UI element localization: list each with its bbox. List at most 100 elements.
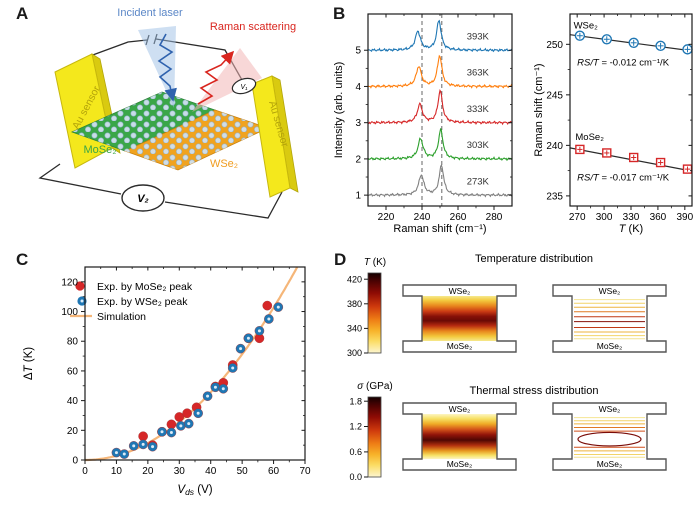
plot-frame bbox=[84, 266, 306, 461]
x-tick-label: 240 bbox=[414, 212, 431, 223]
y-axis-label: Intensity (arb. units) bbox=[333, 62, 345, 159]
colorbar-tick-label: 420 bbox=[347, 274, 362, 284]
au-sensor-right bbox=[251, 75, 291, 198]
x-tick-label: 390 bbox=[676, 212, 693, 223]
data-point-mose2 bbox=[262, 300, 273, 311]
y-tick-label: 1 bbox=[355, 191, 361, 202]
data-point-wse2 bbox=[218, 383, 229, 394]
data-point-WSe₂ bbox=[628, 37, 639, 48]
device-schematic: V₁ V₂ Incident laser Raman scattering Au… bbox=[38, 7, 299, 219]
spectrum-temperature-label: 333K bbox=[467, 104, 490, 115]
region-bottom-label: MoSe₂ bbox=[447, 459, 473, 469]
colorbar-tick-label: 0.6 bbox=[349, 447, 362, 457]
y-tick-label: 20 bbox=[67, 426, 79, 437]
data-point-wse2 bbox=[193, 408, 203, 419]
data-point-MoSe₂ bbox=[682, 164, 693, 174]
data-point-MoSe₂ bbox=[628, 152, 639, 163]
x-tick-label: 260 bbox=[450, 212, 467, 223]
panel-a-label: A bbox=[16, 4, 29, 23]
legend-label: Exp. by MoSe₂ peak bbox=[97, 281, 193, 293]
data-point-MoSe₂ bbox=[655, 157, 666, 168]
region-top-label: WSe₂ bbox=[599, 404, 621, 414]
plot-frame bbox=[569, 13, 693, 207]
panel-b: 393K 363K 333K 303K 273K 220 240 260 280 1 2 3 4 5 Int… bbox=[330, 0, 700, 245]
data-point-mose2 bbox=[182, 408, 192, 419]
mose2-series-label: MoSe₂ bbox=[575, 132, 604, 143]
data-point-mose2 bbox=[166, 419, 177, 430]
region-bottom-label: MoSe₂ bbox=[447, 341, 473, 351]
y-tick-label: 120 bbox=[61, 277, 78, 288]
data-point-wse2 bbox=[273, 302, 284, 312]
legend: Exp. by MoSe₂ peak Exp. by WSe₂ peak Simul… bbox=[70, 281, 193, 323]
region-top-label: WSe₂ bbox=[449, 404, 471, 414]
data-point-wse2 bbox=[210, 382, 221, 393]
panel-a: V₁ V₂ Incident laser Raman scattering Au… bbox=[0, 0, 330, 245]
data-point-wse2 bbox=[111, 447, 122, 458]
spectrum-363K bbox=[367, 54, 513, 89]
colorbar-tick-label: 340 bbox=[347, 324, 362, 334]
region-bottom-label: MoSe₂ bbox=[597, 341, 623, 351]
laser-cone bbox=[138, 26, 176, 108]
raman-beam-wave bbox=[197, 50, 235, 105]
data-point-wse2 bbox=[147, 441, 158, 452]
x-axis-label: Vds (V) bbox=[177, 484, 212, 497]
data-point-wse2 bbox=[138, 439, 148, 450]
data-point-WSe₂ bbox=[574, 30, 586, 41]
x-tick-label: 60 bbox=[268, 466, 280, 477]
spectrum-333K bbox=[367, 89, 513, 126]
colorbar-tick-label: 1.2 bbox=[349, 422, 362, 432]
x-tick-label: 30 bbox=[174, 466, 186, 477]
panel-c: Exp. by MoSe₂ peak Exp. by WSe₂ peak Simul… bbox=[0, 245, 330, 508]
spectrum-temperature-label: 393K bbox=[467, 31, 490, 42]
delta-t-vs-vds-plot: Exp. by MoSe₂ peak Exp. by WSe₂ peak Simul… bbox=[23, 266, 311, 497]
mose2-slope-label: RS/T = -0.017 cm⁻¹/K bbox=[577, 173, 670, 184]
wse2-slope-label: RS/T = -0.012 cm⁻¹/K bbox=[577, 58, 670, 69]
data-point-MoSe₂ bbox=[602, 148, 612, 158]
raman-scattering-label: Raman scattering bbox=[210, 21, 296, 33]
x-tick-label: 360 bbox=[650, 212, 667, 223]
y-tick-label: 235 bbox=[546, 191, 563, 202]
stress-map-filled: WSe₂ MoSe₂ bbox=[402, 402, 517, 471]
data-point-wse2 bbox=[128, 441, 139, 451]
spectrum-393K bbox=[367, 19, 513, 53]
panel-d: Temperature distribution T (K) 420 380 340 30… bbox=[330, 245, 700, 508]
v1-meter bbox=[231, 77, 257, 95]
y-tick-label: 4 bbox=[355, 82, 361, 93]
data-point-wse2 bbox=[235, 343, 246, 354]
region-bottom-label: MoSe₂ bbox=[597, 459, 623, 469]
data-point-WSe₂ bbox=[682, 44, 693, 55]
data-point-wse2 bbox=[157, 426, 167, 437]
y-tick-label: 5 bbox=[355, 46, 361, 57]
spectrum-303K bbox=[367, 128, 513, 162]
panel-d-label: D bbox=[334, 250, 347, 269]
data-point-wse2 bbox=[183, 418, 194, 429]
y-tick-label: 240 bbox=[546, 141, 563, 152]
wse2-series-label: WSe₂ bbox=[574, 21, 599, 32]
x-tick-label: 10 bbox=[111, 466, 123, 477]
x-tick-label: 220 bbox=[378, 212, 395, 223]
x-tick-label: 70 bbox=[299, 466, 311, 477]
incident-laser-label: Incident laser bbox=[117, 7, 183, 19]
data-point-wse2 bbox=[243, 333, 254, 344]
wire-top-left bbox=[89, 39, 148, 57]
x-tick-label: 300 bbox=[596, 212, 613, 223]
y-axis-label: Raman shift (cm⁻¹) bbox=[533, 63, 545, 156]
wire-bottom-right bbox=[164, 191, 283, 219]
spectrum-temperature-label: 303K bbox=[467, 140, 490, 151]
data-point-wse2 bbox=[227, 363, 238, 373]
data-point-wse2 bbox=[166, 427, 177, 438]
temperature-colorbar: T (K)420 380 340 300 bbox=[347, 257, 386, 358]
panel-b-label: B bbox=[333, 4, 346, 23]
colorbar-tick-label: 300 bbox=[347, 348, 362, 358]
v2-meter bbox=[121, 184, 165, 212]
spectrum-273K bbox=[367, 163, 513, 198]
plot-frame bbox=[367, 13, 513, 207]
raman-spectra-plot: 393K 363K 333K 303K 273K 220 240 260 280 1 2 3 4 5 Int… bbox=[333, 13, 513, 235]
data-point-wse2 bbox=[202, 391, 213, 401]
y-tick-label: 250 bbox=[546, 40, 563, 51]
colorbar-tick-label: 0.0 bbox=[349, 472, 362, 482]
raman-cone bbox=[192, 48, 262, 112]
raman-shift-vs-t-plot: WSe₂ RS/T = -0.012 cm⁻¹/K MoSe₂ RS/T = -0.0… bbox=[533, 13, 694, 235]
data-point-mose2 bbox=[138, 431, 148, 442]
